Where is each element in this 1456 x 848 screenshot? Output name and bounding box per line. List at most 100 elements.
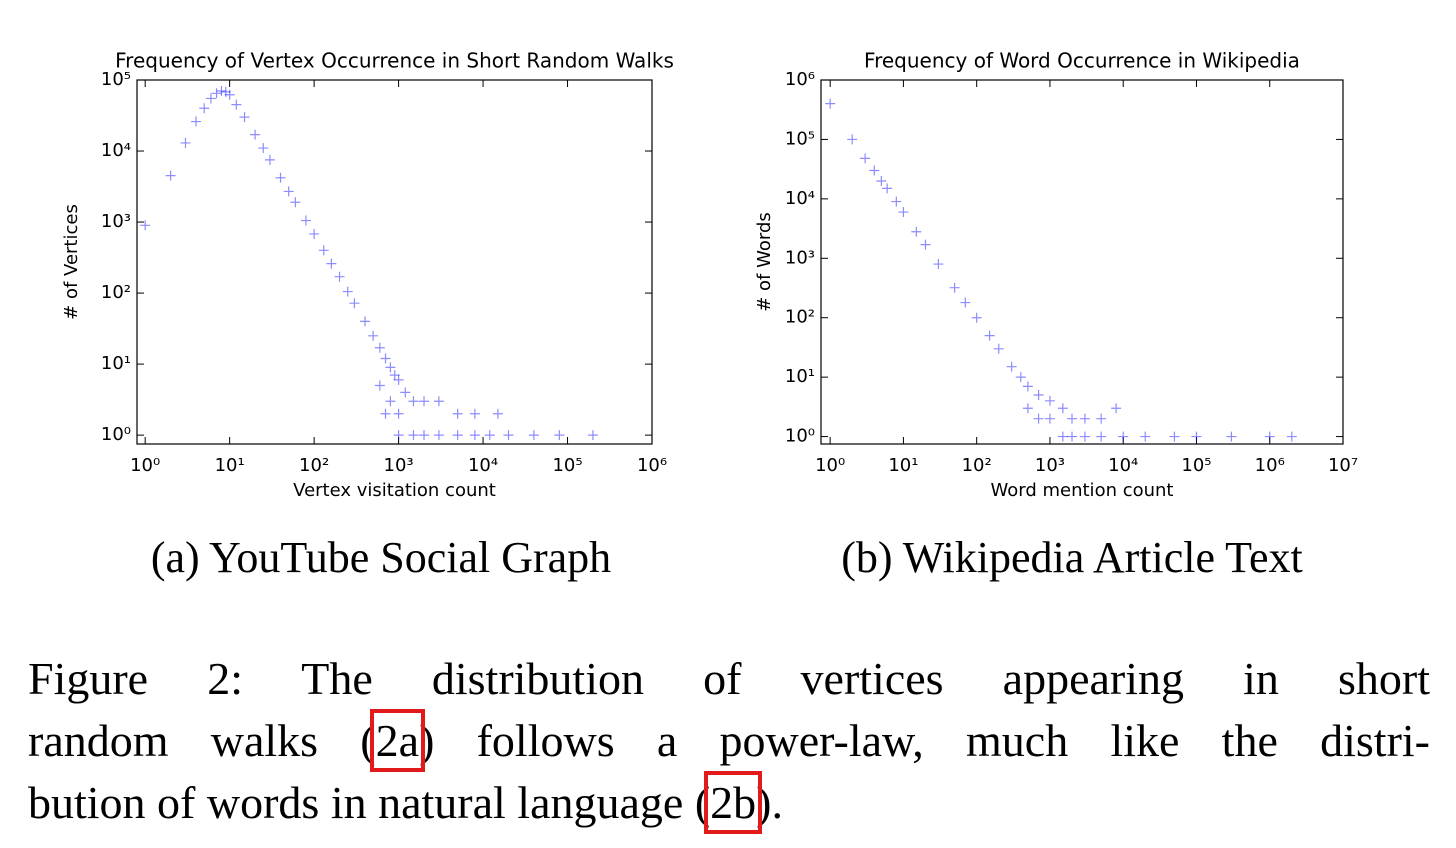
figure-caption: Figure 2: The distribution of vertices a… xyxy=(28,648,1430,834)
data-point xyxy=(140,220,151,231)
data-point xyxy=(359,316,370,327)
x-tick-label: 10² xyxy=(962,455,992,476)
data-point xyxy=(1044,395,1055,406)
data-point xyxy=(452,430,463,441)
x-tick-label: 10⁴ xyxy=(1108,455,1138,476)
data-point xyxy=(275,172,286,183)
x-tick-label: 10⁷ xyxy=(1328,455,1358,476)
x-tick-label: 10⁶ xyxy=(1255,455,1285,476)
caption-text: ). xyxy=(756,777,783,828)
data-point xyxy=(205,93,216,104)
data-point xyxy=(385,396,396,407)
data-point xyxy=(993,343,1004,354)
y-tick-label: 10⁰ xyxy=(101,424,131,445)
data-point xyxy=(971,312,982,323)
caption-text: random walks ( xyxy=(28,715,376,766)
x-tick-label: 10⁵ xyxy=(1181,455,1211,476)
data-point xyxy=(825,98,836,109)
data-point xyxy=(554,430,565,441)
data-point xyxy=(587,430,598,441)
data-point xyxy=(211,88,222,99)
data-point xyxy=(250,129,261,140)
data-point xyxy=(224,89,235,100)
data-point xyxy=(1079,431,1090,442)
data-point xyxy=(239,112,250,123)
data-point xyxy=(309,228,320,239)
data-point xyxy=(1096,413,1107,424)
data-point xyxy=(960,297,971,308)
y-tick-label: 10² xyxy=(101,282,131,303)
caption-text: Figure 2: The distribution of vertices a… xyxy=(28,653,1430,704)
data-point xyxy=(326,258,337,269)
figure-ref[interactable]: 2a xyxy=(369,709,426,772)
plot-frame xyxy=(136,79,653,445)
data-point xyxy=(1033,390,1044,401)
data-point xyxy=(408,396,419,407)
x-tick-label: 10⁶ xyxy=(637,455,667,476)
data-point xyxy=(911,226,922,237)
data-point xyxy=(528,430,539,441)
data-point xyxy=(1226,431,1237,442)
caption-line: Figure 2: The distribution of vertices a… xyxy=(28,648,1430,710)
x-axis-label: Vertex visitation count xyxy=(293,480,496,501)
data-point xyxy=(419,396,430,407)
y-tick-label: 10¹ xyxy=(101,353,131,374)
data-point xyxy=(374,380,385,391)
y-axis-label: # of Vertices xyxy=(61,204,82,320)
data-point xyxy=(283,186,294,197)
data-point xyxy=(342,286,353,297)
y-tick-label: 10³ xyxy=(101,211,131,232)
y-tick-label: 10⁰ xyxy=(785,426,815,447)
data-point xyxy=(433,396,444,407)
plot-frame xyxy=(820,79,1344,445)
figure: (a) YouTube Social Graph (b) Wikipedia A… xyxy=(61,49,1358,583)
data-point xyxy=(216,86,227,97)
data-point xyxy=(920,239,931,250)
data-point xyxy=(220,86,231,97)
x-tick-label: 10⁰ xyxy=(815,455,845,476)
data-point xyxy=(1286,431,1297,442)
data-point xyxy=(191,116,202,127)
data-point xyxy=(1022,403,1033,414)
x-tick-label: 10¹ xyxy=(215,455,245,476)
data-point xyxy=(290,197,301,208)
x-tick-label: 10² xyxy=(299,455,329,476)
data-point xyxy=(469,408,480,419)
data-point xyxy=(380,408,391,419)
x-tick-label: 10¹ xyxy=(888,455,918,476)
data-point xyxy=(1015,372,1026,383)
y-tick-label: 10¹ xyxy=(785,366,815,387)
data-point xyxy=(385,362,396,373)
data-point xyxy=(898,207,909,218)
data-point xyxy=(393,408,404,419)
data-point xyxy=(891,196,902,207)
y-tick-label: 10⁴ xyxy=(101,140,131,161)
data-point xyxy=(380,353,391,364)
data-point xyxy=(1044,413,1055,424)
data-point xyxy=(452,408,463,419)
data-point xyxy=(165,170,176,181)
data-point xyxy=(419,430,430,441)
chart-title: Frequency of Vertex Occurrence in Short … xyxy=(115,49,674,73)
data-point xyxy=(876,175,887,186)
data-point xyxy=(393,430,404,441)
data-point xyxy=(318,245,329,256)
data-point xyxy=(400,387,411,398)
subcaption: (a) YouTube Social Graph xyxy=(151,533,611,582)
data-point xyxy=(1067,413,1077,424)
data-point xyxy=(433,430,444,441)
x-tick-label: 10⁴ xyxy=(468,455,498,476)
figure-ref[interactable]: 2b xyxy=(704,771,763,834)
data-point xyxy=(231,99,242,110)
caption-line: random walks (2a) follows a power-law, m… xyxy=(28,709,1430,772)
x-tick-label: 10⁰ xyxy=(130,455,160,476)
x-tick-label: 10³ xyxy=(1035,455,1065,476)
x-tick-label: 10⁵ xyxy=(552,455,582,476)
data-point xyxy=(368,330,379,341)
data-point xyxy=(869,165,880,176)
chart-title: Frequency of Word Occurrence in Wikipedi… xyxy=(864,49,1300,73)
data-point xyxy=(1057,431,1068,442)
data-point xyxy=(180,137,191,148)
data-point xyxy=(1140,431,1151,442)
